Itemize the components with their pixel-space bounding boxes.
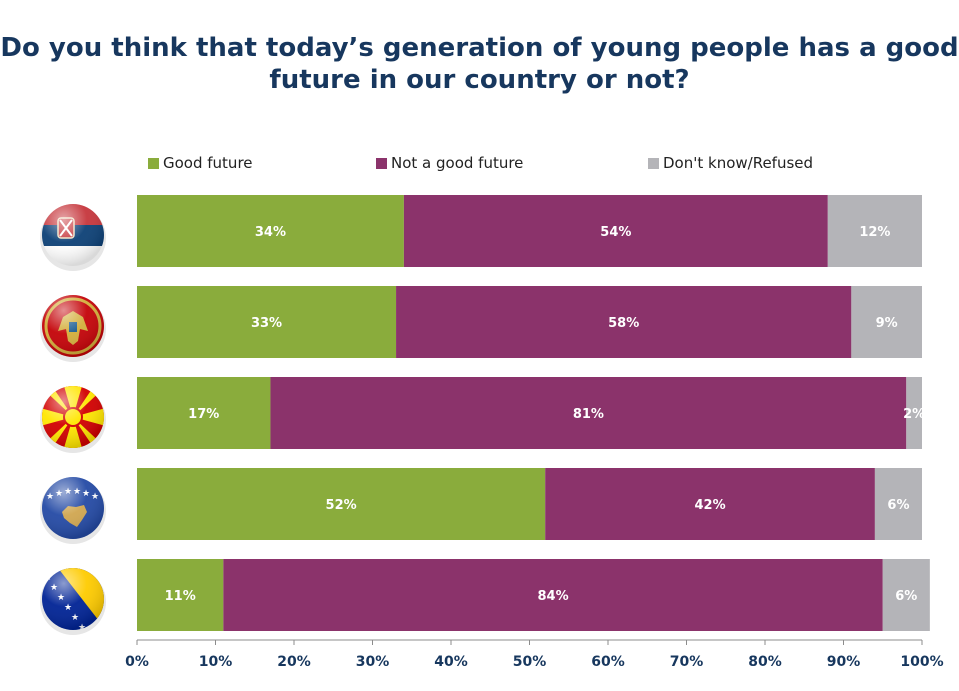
- data-label-serbia-flag-series-0: 34%: [255, 225, 286, 240]
- bar-kosovo-flag-series-1: [545, 468, 875, 540]
- kosovo-flag-icon: ★★★ ★★★: [40, 477, 106, 544]
- serbia-flag-icon: [40, 204, 106, 271]
- x-tick-label-7: 70%: [670, 654, 704, 670]
- bar-north-macedonia-flag-series-1: [270, 377, 907, 449]
- data-label-kosovo-flag-series-1: 42%: [694, 498, 725, 513]
- x-tick-label-8: 80%: [748, 654, 782, 670]
- data-label-north-macedonia-flag-series-0: 17%: [188, 407, 219, 422]
- bar-serbia-flag-series-0: [137, 195, 404, 267]
- legend-label-good-future: Good future: [163, 154, 253, 172]
- x-tick-label-10: 100%: [900, 654, 943, 670]
- x-tick-label-4: 40%: [434, 654, 468, 670]
- bar-montenegro-flag-series-1: [396, 286, 852, 358]
- legend-swatch-good-future: [148, 157, 159, 169]
- bars-layer: 34% 54% 12% 33% 58% 9% 17% 81% 2% 52% 42% 6% 11% 84% 6…: [137, 195, 930, 631]
- data-label-north-macedonia-flag-series-1: 81%: [573, 407, 604, 422]
- legend: Good future Not a good future Don't know…: [148, 154, 928, 176]
- x-tick-label-5: 50%: [513, 654, 547, 670]
- legend-swatch-not-good-future: [376, 157, 387, 169]
- x-tick-label-2: 20%: [277, 654, 311, 670]
- data-label-montenegro-flag-series-1: 58%: [608, 316, 639, 331]
- legend-label-not-good-future: Not a good future: [391, 154, 524, 172]
- north-macedonia-flag-icon: [40, 386, 106, 453]
- data-label-bosnia-herzegovina-flag-series-0: 11%: [165, 589, 196, 604]
- bar-bosnia-herzegovina-flag-series-1: [223, 559, 883, 631]
- bar-serbia-flag-series-1: [403, 195, 828, 267]
- x-tick-label-3: 30%: [356, 654, 390, 670]
- chart-title-line-1: Do you think that today’s generation of …: [0, 33, 959, 63]
- bar-montenegro-flag-series-2: [851, 286, 922, 358]
- legend-item-dont-know: Don't know/Refused: [648, 154, 813, 172]
- bosnia-herzegovina-flag-icon: ★★★ ★★★: [40, 568, 106, 635]
- data-label-bosnia-herzegovina-flag-series-2: 6%: [895, 589, 917, 604]
- bar-kosovo-flag-series-0: [137, 468, 546, 540]
- bar-north-macedonia-flag-series-0: [137, 377, 271, 449]
- bar-kosovo-flag-series-2: [874, 468, 922, 540]
- bar-bosnia-herzegovina-flag-series-2: [882, 559, 930, 631]
- chart-title-line-2: future in our country or not?: [269, 65, 690, 95]
- chart-title: Do you think that today’s generation of …: [0, 32, 959, 96]
- bar-bosnia-herzegovina-flag-series-0: [137, 559, 224, 631]
- legend-swatch-dont-know: [648, 157, 659, 169]
- x-tick-label-6: 60%: [591, 654, 625, 670]
- legend-item-good-future: Good future: [148, 154, 253, 172]
- bar-montenegro-flag-series-0: [137, 286, 397, 358]
- data-label-montenegro-flag-series-0: 33%: [251, 316, 282, 331]
- x-tick-label-0: 0%: [125, 654, 149, 670]
- data-label-serbia-flag-series-2: 12%: [859, 225, 890, 240]
- data-label-kosovo-flag-series-2: 6%: [887, 498, 909, 513]
- bar-serbia-flag-series-2: [827, 195, 922, 267]
- legend-label-dont-know: Don't know/Refused: [663, 154, 814, 172]
- bar-north-macedonia-flag-series-2: [906, 377, 922, 449]
- legend-item-not-good-future: Not a good future: [376, 154, 523, 172]
- x-tick-label-9: 90%: [827, 654, 861, 670]
- montenegro-flag-icon: [40, 295, 106, 362]
- data-label-serbia-flag-series-1: 54%: [600, 225, 631, 240]
- data-label-bosnia-herzegovina-flag-series-1: 84%: [537, 589, 568, 604]
- data-label-north-macedonia-flag-series-2: 2%: [903, 407, 925, 422]
- data-label-montenegro-flag-series-2: 9%: [876, 316, 898, 331]
- x-axis-ticks: 0% 10% 20% 30% 40% 50% 60% 70% 80% 90% 100%: [125, 640, 944, 670]
- x-tick-label-1: 10%: [199, 654, 233, 670]
- data-label-kosovo-flag-series-0: 52%: [326, 498, 357, 513]
